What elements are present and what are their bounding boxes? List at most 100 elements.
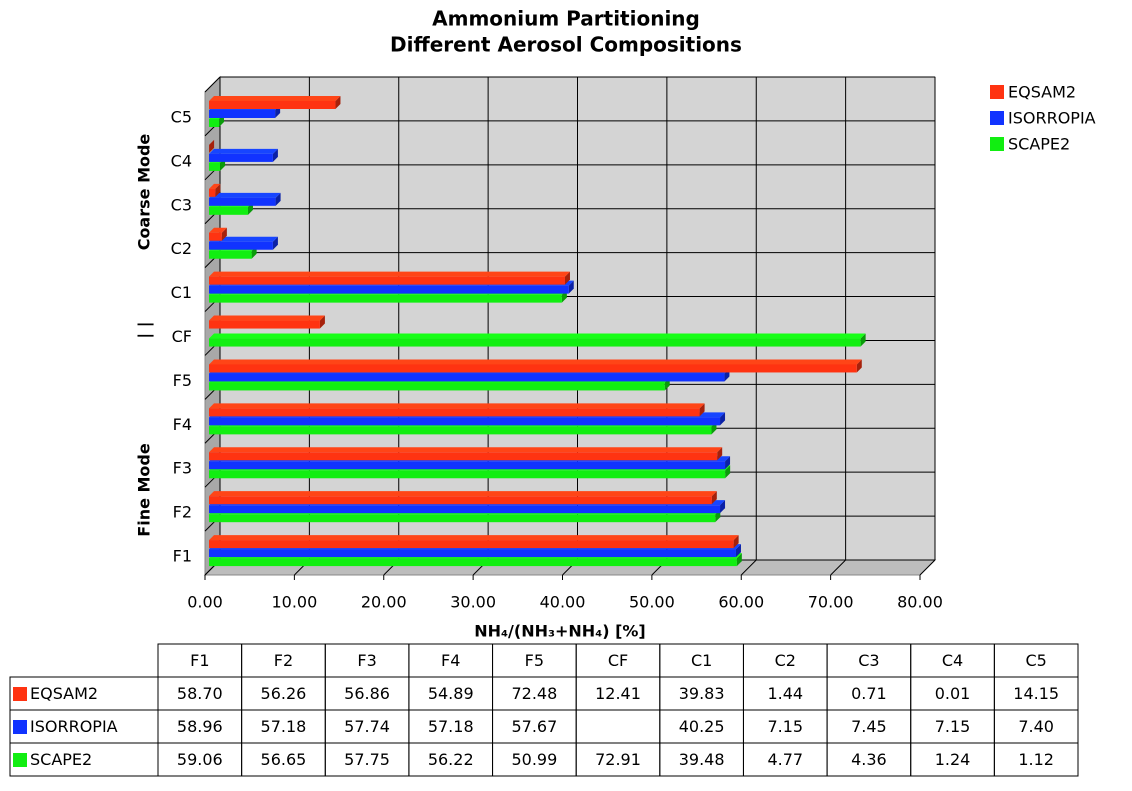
bar: [209, 496, 712, 505]
bar: [209, 250, 252, 259]
bar: [209, 514, 716, 523]
bar: [209, 232, 222, 241]
bar-side: [725, 456, 731, 470]
bar-side: [568, 280, 574, 294]
y-tick-label: C4: [171, 151, 192, 170]
bar: [209, 549, 736, 558]
table-value: 50.99: [511, 750, 557, 769]
chart-title: Ammonium Partitioning: [432, 7, 700, 31]
bar-top: [209, 96, 341, 101]
bar-side: [209, 139, 215, 153]
group-label: | |: [135, 321, 155, 338]
bar: [209, 417, 721, 426]
bar-side: [272, 236, 278, 250]
x-tick-label: 30.00: [450, 593, 496, 612]
table-value: 72.91: [595, 750, 641, 769]
x-tick-label: 0.00: [187, 593, 223, 612]
table-value: 0.01: [935, 684, 971, 703]
table-value: 1.12: [1018, 750, 1054, 769]
table-value: 1.44: [767, 684, 803, 703]
bar-side: [221, 227, 227, 241]
table-header: C1: [691, 651, 712, 670]
bar-side: [717, 447, 723, 461]
table-header: F4: [441, 651, 460, 670]
bar: [209, 558, 737, 567]
y-tick-label: C3: [171, 195, 192, 214]
table-value: 40.25: [679, 717, 725, 736]
table-value: 39.48: [679, 750, 725, 769]
x-tick-label: 70.00: [808, 593, 854, 612]
bar-side: [335, 96, 341, 109]
bar-side: [720, 500, 726, 514]
table-value: 7.15: [935, 717, 971, 736]
table-value: 7.40: [1018, 717, 1054, 736]
x-tick-label: 80.00: [897, 593, 943, 612]
bar: [209, 461, 726, 470]
bar-side: [699, 403, 705, 417]
bar: [209, 382, 665, 391]
table-value: 57.67: [511, 717, 557, 736]
group-label: Fine Mode: [135, 443, 154, 537]
x-tick-label: 20.00: [361, 593, 407, 612]
x-axis-label: NH₄/(NH₃+NH₄) [%]: [474, 622, 645, 641]
table-value: 12.41: [595, 684, 641, 703]
legend-swatch: [13, 720, 27, 734]
bar-top: [209, 139, 215, 145]
bar-top: [209, 535, 739, 541]
bar: [209, 241, 273, 250]
bar: [209, 188, 216, 197]
table-value: 72.48: [511, 684, 557, 703]
bar-top: [209, 271, 570, 277]
y-tick-label: CF: [172, 327, 192, 346]
bar: [209, 540, 734, 549]
bar: [209, 119, 220, 127]
x-tick-label: 40.00: [540, 593, 586, 612]
table-row-label: EQSAM2: [30, 684, 98, 703]
bar-side: [720, 412, 726, 426]
bar: [209, 276, 565, 285]
bar-side: [856, 359, 862, 373]
bar: [209, 197, 276, 206]
y-tick-label: F5: [173, 371, 192, 390]
table-header: CF: [608, 651, 628, 670]
grid-line: [830, 559, 846, 576]
legend-swatch: [13, 687, 27, 701]
bar: [209, 364, 857, 373]
bar: [209, 101, 336, 109]
bar-side: [733, 535, 739, 549]
bar-top: [209, 183, 221, 189]
bar: [209, 505, 721, 514]
bar-top: [209, 491, 717, 497]
grid-line: [919, 559, 936, 576]
legend-label: EQSAM2: [1008, 83, 1076, 102]
bar-top: [209, 236, 278, 242]
table-value: 58.70: [177, 684, 223, 703]
bar: [209, 426, 712, 435]
bar-top: [209, 333, 866, 339]
table-header: F2: [274, 651, 293, 670]
x-tick-label: 50.00: [629, 593, 675, 612]
y-tick-label: C1: [171, 283, 192, 302]
table-value: 1.24: [935, 750, 971, 769]
legend-label: SCAPE2: [1008, 135, 1070, 154]
y-tick-label: F4: [173, 415, 192, 434]
grid-line: [740, 559, 757, 576]
bar: [209, 294, 562, 303]
y-tick-label: C2: [171, 239, 192, 258]
legend-swatch: [990, 111, 1004, 125]
table-value: 56.26: [261, 684, 307, 703]
y-tick-label: F3: [173, 459, 192, 478]
bar-side: [319, 315, 325, 329]
bar-side: [860, 333, 866, 347]
table-value: 56.65: [261, 750, 307, 769]
bar-side: [725, 465, 731, 479]
legend-swatch: [990, 85, 1004, 99]
table-header: F5: [525, 651, 544, 670]
bar: [209, 206, 248, 215]
table-value: 4.36: [851, 750, 887, 769]
y-tick-label: F1: [173, 547, 192, 566]
table-value: 59.06: [177, 750, 223, 769]
table-header: C3: [858, 651, 879, 670]
bar-side: [275, 192, 281, 206]
